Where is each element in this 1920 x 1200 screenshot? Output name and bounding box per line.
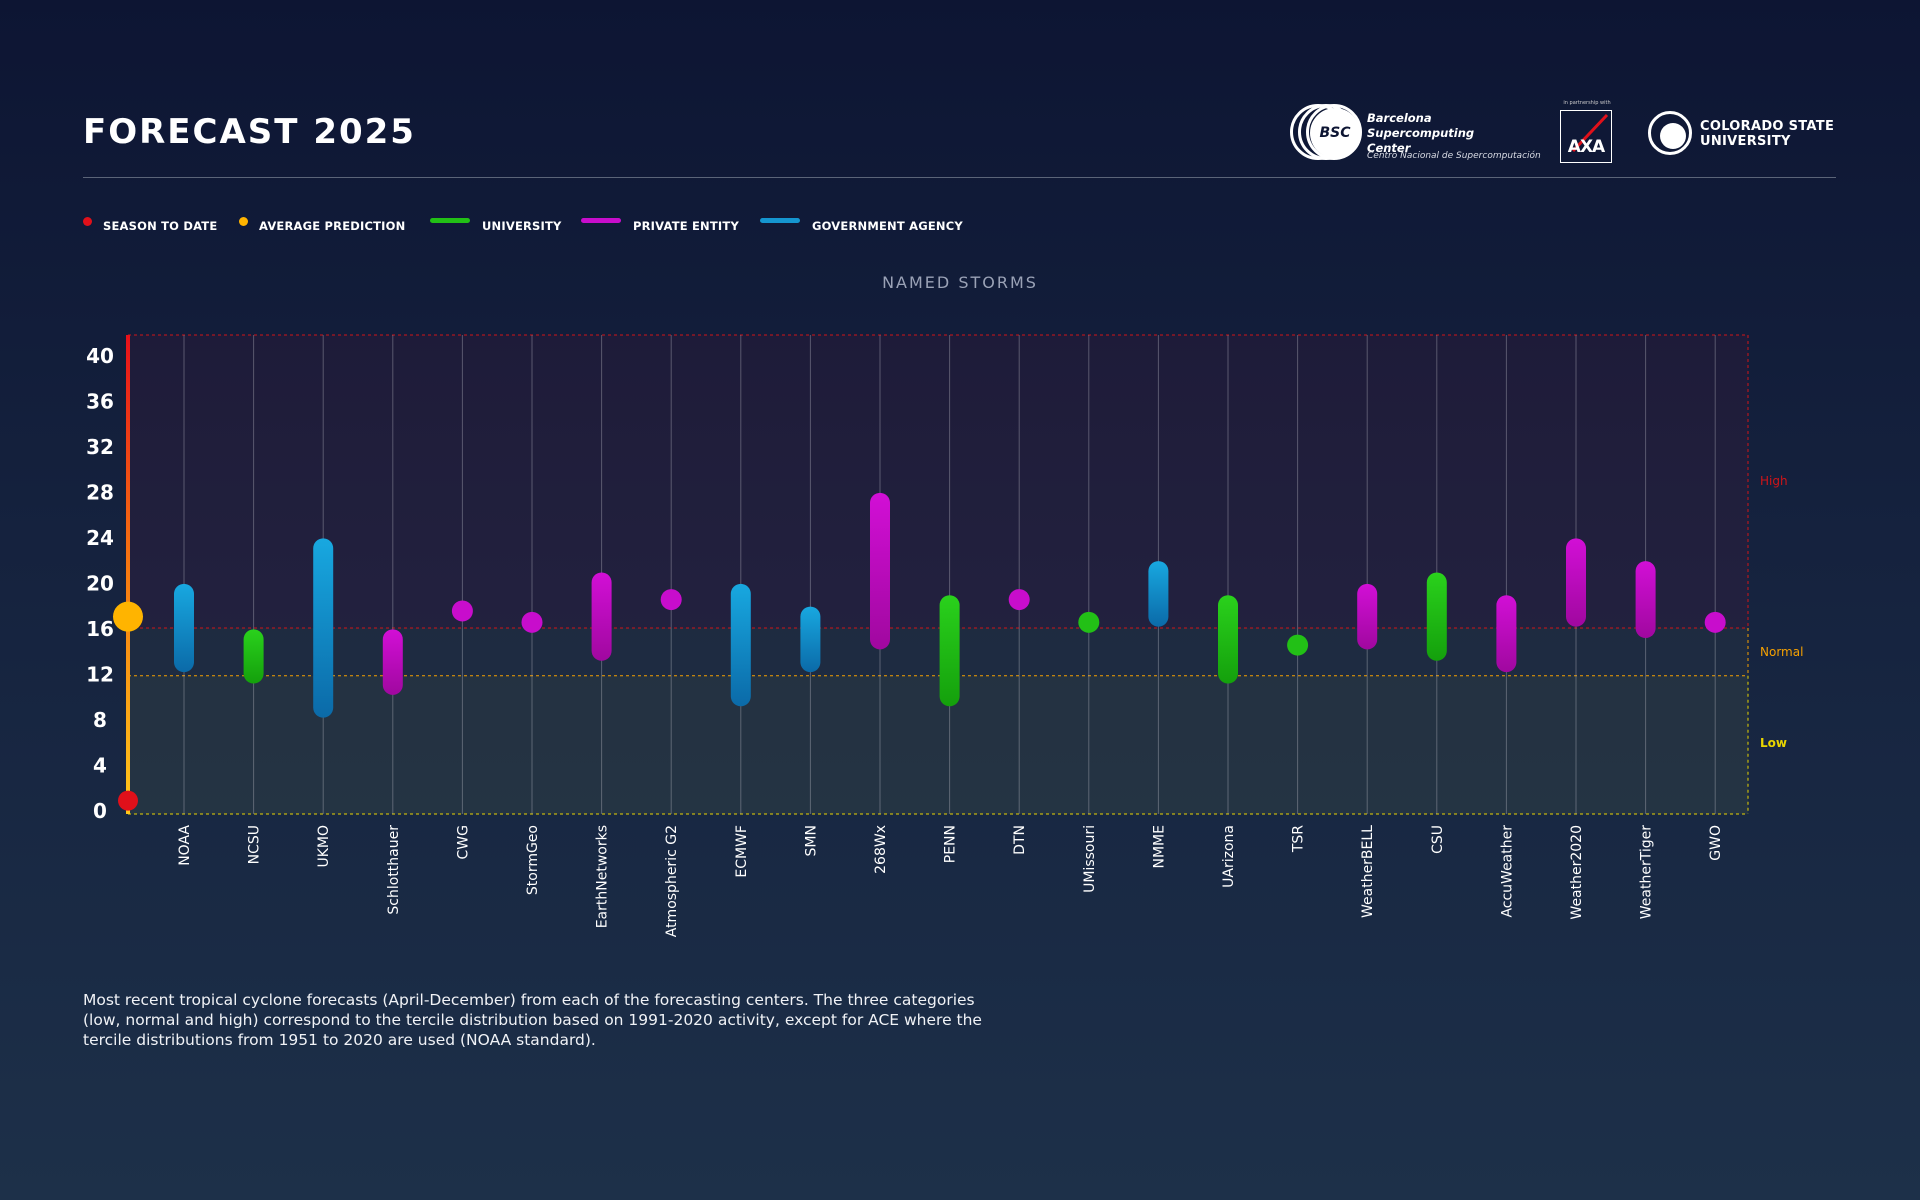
page-title: FORECAST 2025	[83, 112, 416, 152]
forecast-point	[1008, 589, 1030, 611]
forecast-range-bar	[313, 538, 334, 718]
x-category-label: Atmospheric G2	[664, 825, 680, 937]
forecast-range-bar	[174, 583, 194, 673]
x-category-label: TSR	[1291, 825, 1307, 853]
bsc-name: Barcelona Supercomputing Center	[1367, 111, 1487, 156]
ram-icon	[1648, 111, 1692, 155]
forecast-range-bar	[382, 629, 403, 695]
magenta-line-icon	[581, 218, 621, 223]
x-category-label: EarthNetworks	[595, 825, 611, 928]
blue-line-icon	[760, 218, 800, 223]
x-category-label: AccuWeather	[1499, 825, 1515, 918]
y-tick-label: 36	[86, 390, 114, 414]
bsc-name-line: Center	[1367, 141, 1411, 155]
x-category-label: WeatherBELL	[1360, 825, 1376, 918]
forecast-range-bar	[939, 595, 960, 707]
bsc-name-line: Barcelona	[1367, 111, 1432, 125]
forecast-range-bar	[1357, 583, 1378, 650]
yellow-dot-icon	[239, 217, 248, 226]
chart-title: NAMED STORMS	[882, 273, 1038, 292]
axa-slash-icon	[1571, 113, 1609, 153]
x-category-label: Schlotthauer	[386, 825, 402, 915]
x-category-label: ECMWF	[734, 825, 750, 878]
x-category-label: NOAA	[177, 825, 193, 866]
forecast-point	[1078, 611, 1100, 633]
green-line-icon	[430, 218, 470, 223]
x-category-label: WeatherTiger	[1639, 825, 1655, 919]
x-category-label: SMN	[803, 825, 819, 856]
x-category-label: UArizona	[1221, 825, 1237, 888]
forecast-range-bar	[243, 629, 264, 684]
forecast-range-bar	[800, 606, 821, 673]
x-category-label: NCSU	[247, 825, 263, 864]
x-category-label: PENN	[943, 825, 959, 863]
forecast-point	[660, 589, 682, 611]
axa-wordmark: AXA	[1567, 137, 1605, 157]
x-category-label: DTN	[1012, 825, 1028, 855]
axa-logo: in partnership with AXA	[1558, 100, 1616, 166]
band-high	[128, 335, 1748, 628]
y-tick-label: 12	[86, 663, 114, 687]
y-tick-label: 28	[86, 481, 114, 505]
legend-label: PRIVATE ENTITY	[633, 219, 739, 233]
axa-box: AXA	[1560, 110, 1612, 163]
x-category-label: UMissouri	[1082, 825, 1098, 893]
bsc-subtitle: Centro Nacional de Supercomputación	[1367, 151, 1541, 161]
forecast-range-bar	[1148, 561, 1169, 627]
forecast-point	[451, 600, 473, 622]
legend-label: UNIVERSITY	[482, 219, 562, 233]
tercile-label-normal: Normal	[1760, 645, 1803, 659]
legend-label: GOVERNMENT AGENCY	[812, 219, 963, 233]
footnote: Most recent tropical cyclone forecasts (…	[83, 991, 982, 1049]
forecast-range-bar	[1218, 595, 1238, 684]
axa-partnership-text: in partnership with	[1563, 100, 1611, 106]
tercile-label-high: High	[1760, 474, 1788, 488]
x-category-label: CWG	[455, 825, 471, 859]
y-tick-label: 24	[86, 526, 114, 550]
x-category-label: UKMO	[316, 825, 332, 868]
forecast-range-bar	[591, 572, 612, 661]
x-category-label: Weather2020	[1569, 825, 1585, 920]
band-low	[128, 675, 1748, 814]
forecast-point	[1287, 634, 1309, 656]
csu-name-line: COLORADO STATE	[1700, 119, 1835, 134]
forecast-point	[1704, 611, 1726, 633]
x-category-label: StormGeo	[525, 825, 541, 895]
forecast-range-bar	[1635, 561, 1656, 638]
season-to-date-marker	[118, 790, 138, 811]
csu-name: COLORADO STATE UNIVERSITY	[1700, 119, 1834, 149]
y-axis-bar	[126, 335, 130, 814]
forecast-range-bar	[1566, 538, 1586, 627]
y-tick-label: 20	[86, 572, 114, 596]
y-tick-label: 8	[93, 708, 107, 732]
csu-logo: COLORADO STATE UNIVERSITY	[1648, 110, 1838, 158]
y-tick-label: 40	[86, 344, 114, 368]
bsc-name-line: Supercomputing	[1367, 126, 1475, 140]
red-dot-icon	[83, 217, 92, 226]
csu-name-line: UNIVERSITY	[1700, 134, 1791, 149]
header-divider	[83, 177, 1836, 178]
bsc-logo: BSC Barcelona Supercomputing Center Cent…	[1290, 100, 1541, 166]
x-category-label: NMME	[1151, 825, 1167, 868]
forecast-point	[521, 611, 543, 633]
x-category-label: CSU	[1430, 825, 1446, 854]
bsc-badge: BSC	[1310, 108, 1360, 158]
legend-label: SEASON TO DATE	[103, 219, 218, 233]
y-tick-label: 16	[86, 617, 114, 641]
tercile-label-low: Low	[1760, 736, 1787, 750]
forecast-range-bar	[870, 492, 890, 650]
forecast-range-bar	[1496, 595, 1517, 673]
x-category-label: 268Wx	[873, 825, 889, 874]
bsc-ring-icon	[1306, 104, 1362, 160]
x-category-label: GWO	[1708, 825, 1724, 861]
y-tick-label: 0	[93, 799, 107, 823]
y-tick-label: 4	[93, 754, 107, 778]
forecast-range-bar	[1426, 572, 1447, 661]
y-tick-label: 32	[86, 435, 114, 459]
legend-label: AVERAGE PREDICTION	[259, 219, 406, 233]
average-prediction-marker	[113, 601, 143, 632]
forecast-range-bar	[730, 583, 751, 707]
